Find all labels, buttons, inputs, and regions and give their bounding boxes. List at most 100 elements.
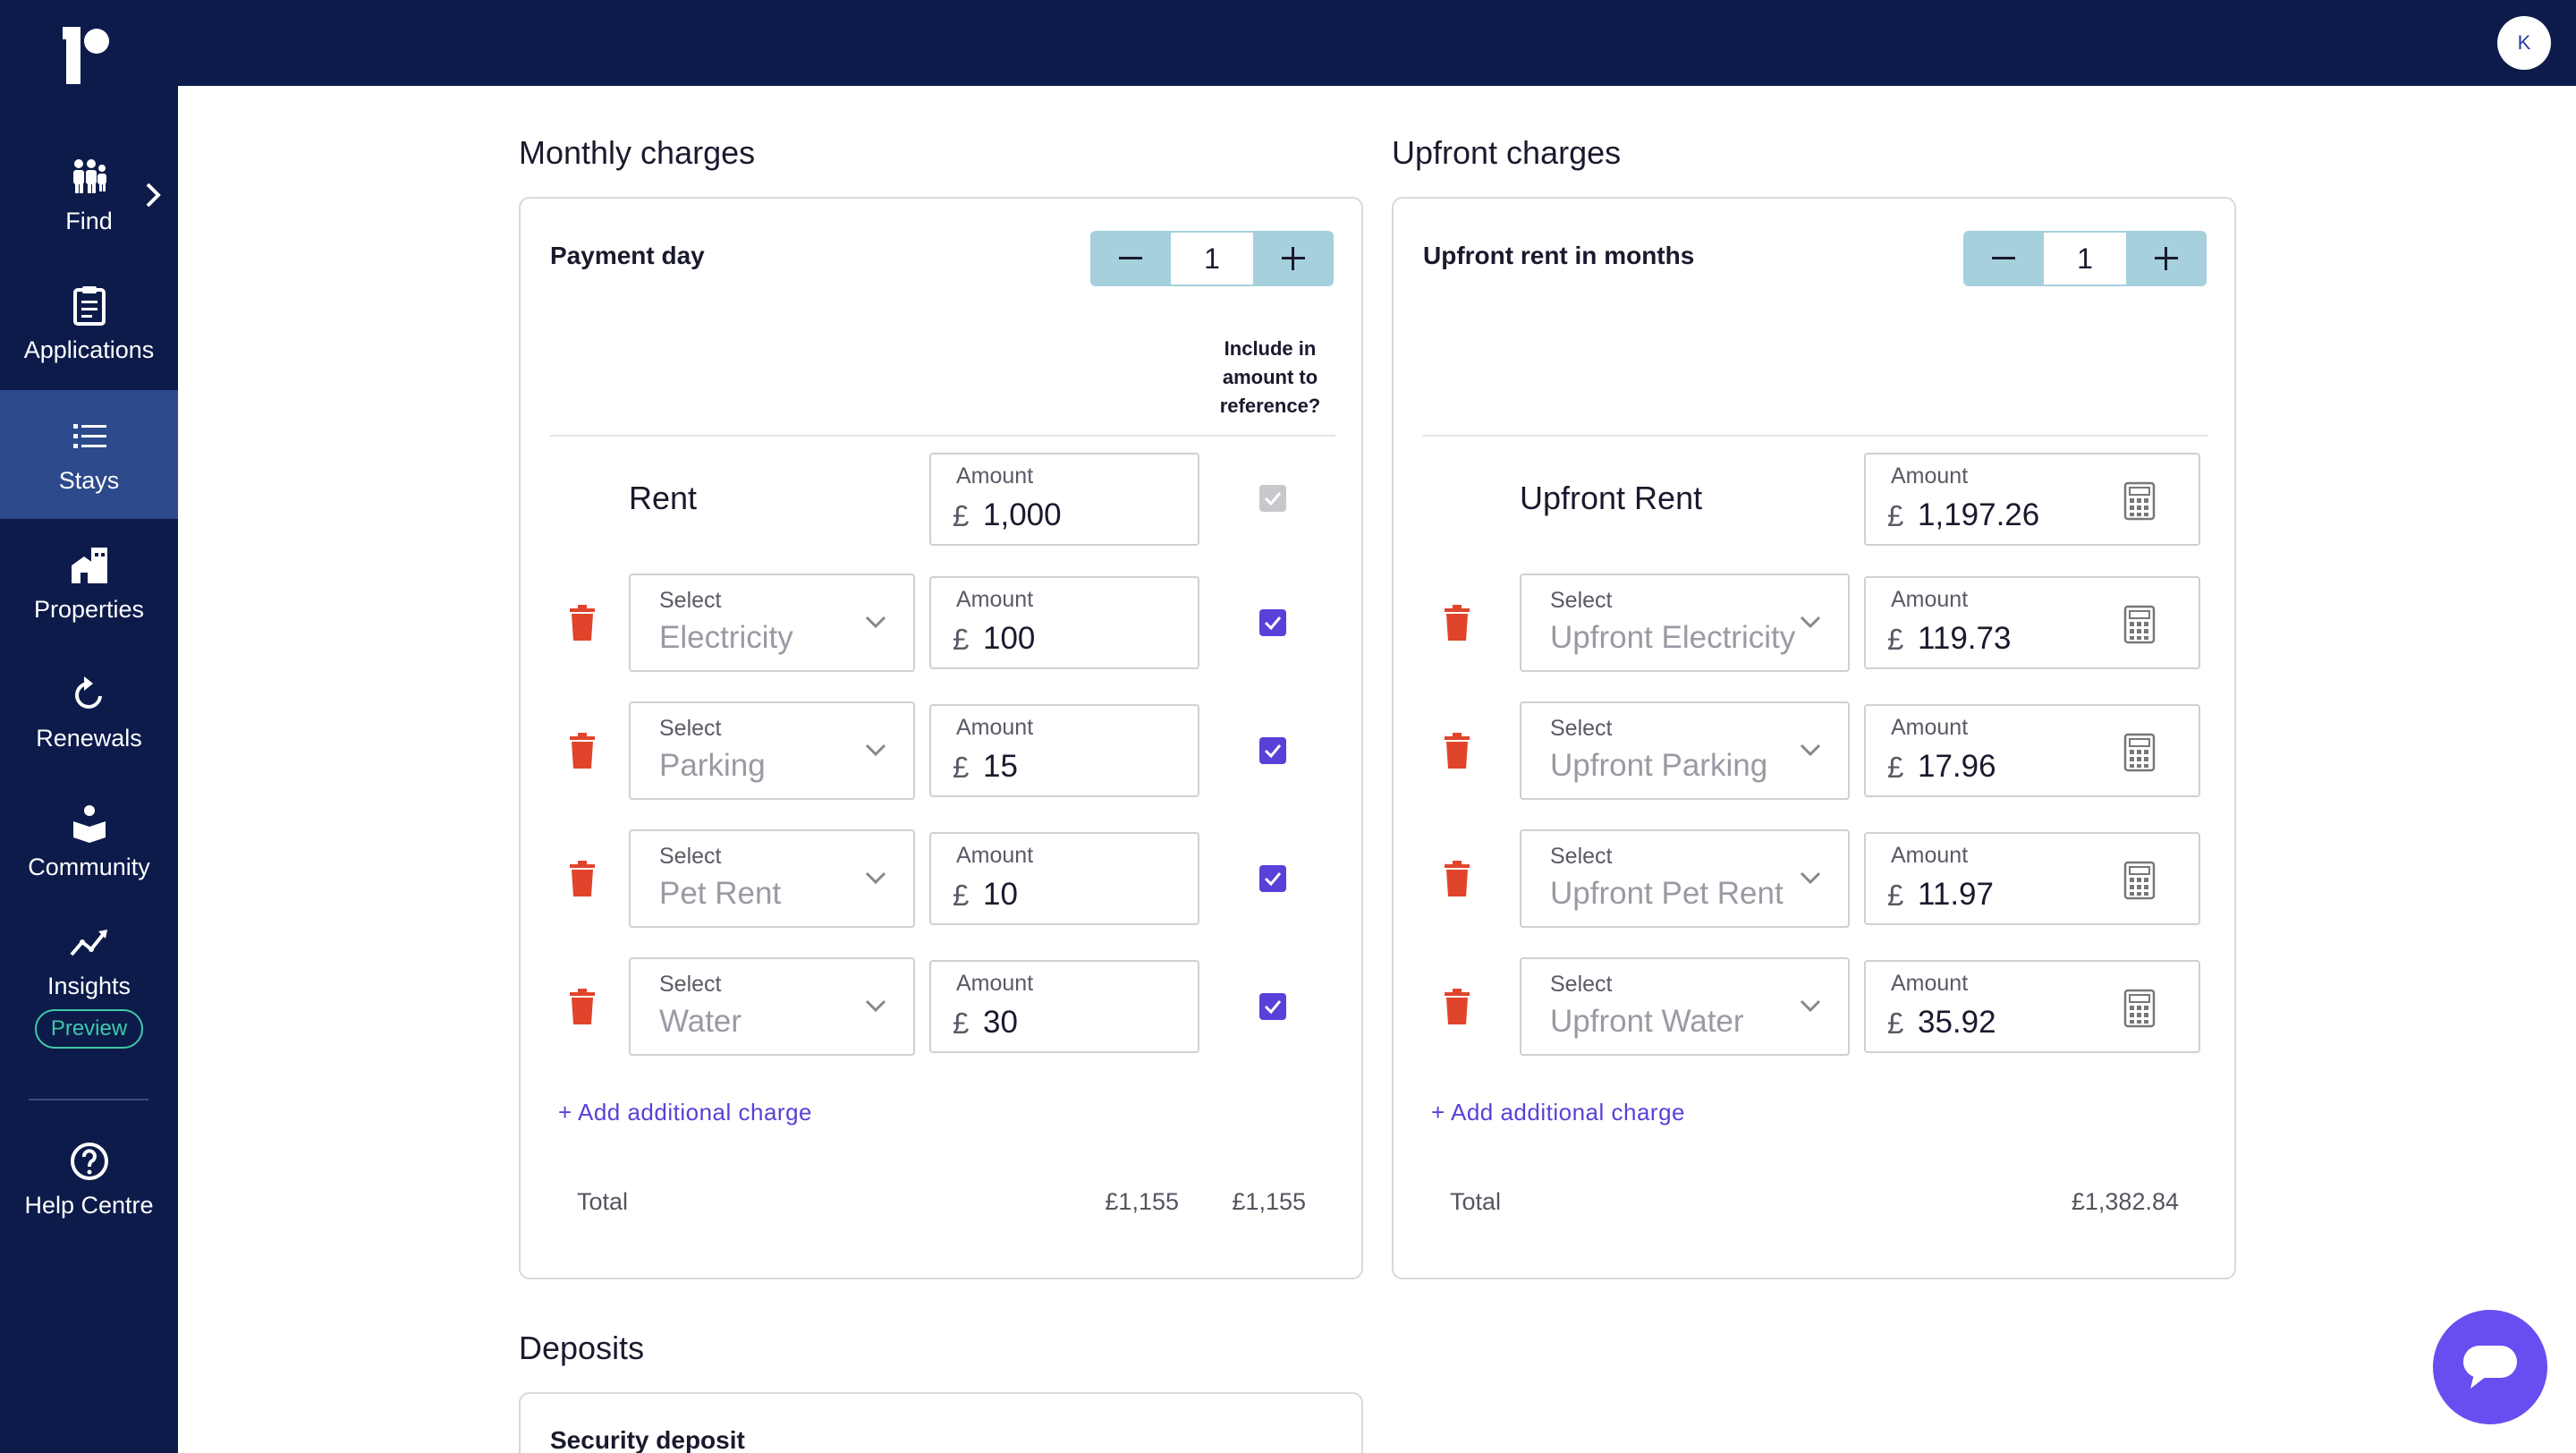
- upfront-rent-months-label: Upfront rent in months: [1423, 242, 1695, 269]
- add-additional-charge-link[interactable]: + Add additional charge: [558, 1099, 812, 1126]
- chevron-down-icon: [865, 743, 886, 757]
- charge-type-select[interactable]: Select Upfront Electricity: [1520, 574, 1850, 672]
- check-icon: [1264, 492, 1282, 506]
- select-label: Select: [1550, 972, 1613, 997]
- trash-icon[interactable]: [568, 605, 597, 641]
- trash-icon[interactable]: [1443, 989, 1471, 1024]
- amount-field[interactable]: Amount £ 15: [929, 704, 1199, 797]
- amount-value: 1,000: [983, 497, 1062, 532]
- sidebar-item-label: Find: [65, 207, 113, 234]
- amount-field[interactable]: Amount £ 10: [929, 832, 1199, 925]
- charge-type-select[interactable]: Select Pet Rent: [629, 829, 915, 928]
- charge-type-select[interactable]: Select Upfront Water: [1520, 957, 1850, 1056]
- amount-field[interactable]: Amount £ 17.96: [1864, 704, 2200, 797]
- list-icon: [72, 423, 106, 448]
- select-value: Upfront Parking: [1550, 748, 1768, 783]
- sidebar-item-stays[interactable]: Stays: [0, 390, 178, 519]
- trash-icon[interactable]: [568, 989, 597, 1024]
- chevron-right-icon[interactable]: [142, 179, 164, 211]
- top-bar: K: [0, 0, 2576, 86]
- sidebar-item-insights[interactable]: Insights Preview: [0, 904, 178, 1065]
- sidebar-item-label: Community: [28, 853, 150, 880]
- charge-type-select[interactable]: Select Parking: [629, 701, 915, 800]
- check-icon: [1264, 1000, 1282, 1015]
- include-checkbox[interactable]: [1259, 865, 1286, 892]
- amount-field[interactable]: Amount £ 11.97: [1864, 832, 2200, 925]
- chat-icon: [2463, 1346, 2517, 1389]
- select-label: Select: [659, 588, 722, 613]
- user-avatar[interactable]: K: [2497, 16, 2551, 70]
- divider: [1423, 435, 2208, 437]
- select-label: Select: [659, 716, 722, 741]
- calculator-icon[interactable]: [2123, 989, 2156, 1028]
- calculator-icon[interactable]: [2123, 733, 2156, 772]
- security-deposit-card: Security deposit: [519, 1392, 1363, 1453]
- amount-value: 30: [983, 1005, 1018, 1040]
- select-value: Upfront Electricity: [1550, 620, 1796, 655]
- decrement-button[interactable]: [1963, 231, 2044, 286]
- upfront-rent-months-value[interactable]: 1: [2044, 231, 2126, 286]
- calculator-icon[interactable]: [2123, 481, 2156, 521]
- amount-value: 35.92: [1918, 1005, 1996, 1040]
- upfront-charges-card: Upfront rent in months 1 Upfront Rent Am…: [1392, 197, 2236, 1279]
- select-value: Upfront Pet Rent: [1550, 876, 1784, 911]
- app-logo[interactable]: [63, 23, 116, 88]
- amount-label: Amount: [956, 715, 1034, 740]
- increment-button[interactable]: [2126, 231, 2207, 286]
- amount-field[interactable]: Amount £ 100: [929, 576, 1199, 669]
- add-additional-charge-link[interactable]: + Add additional charge: [1431, 1099, 1685, 1126]
- total-amount: £1,382.84: [2071, 1188, 2179, 1215]
- sidebar-item-renewals[interactable]: Renewals: [0, 648, 178, 777]
- charge-type-select[interactable]: Select Electricity: [629, 574, 915, 672]
- decrement-button[interactable]: [1090, 231, 1171, 286]
- amount-value: 11.97: [1918, 877, 1994, 912]
- amount-value: 100: [983, 621, 1036, 656]
- chevron-down-icon: [865, 616, 886, 629]
- select-value: Parking: [659, 748, 766, 783]
- increment-button[interactable]: [1253, 231, 1334, 286]
- rent-amount-field[interactable]: Amount £ 1,000: [929, 453, 1199, 546]
- include-checkbox[interactable]: [1259, 737, 1286, 764]
- upfront-charges-title: Upfront charges: [1392, 134, 1622, 171]
- security-deposit-label: Security deposit: [550, 1426, 745, 1453]
- charge-type-select[interactable]: Select Water: [629, 957, 915, 1056]
- sidebar-item-properties[interactable]: Properties: [0, 519, 178, 648]
- currency-symbol: £: [1887, 879, 1904, 912]
- amount-value: 1,197.26: [1918, 497, 2040, 532]
- chevron-down-icon: [1800, 999, 1821, 1013]
- sidebar-item-community[interactable]: Community: [0, 777, 178, 905]
- include-header-line: Include in: [1224, 337, 1317, 360]
- refresh-icon: [74, 676, 102, 709]
- include-checkbox[interactable]: [1259, 993, 1286, 1020]
- sidebar-item-help-centre[interactable]: Help Centre: [0, 1115, 178, 1244]
- trash-icon[interactable]: [1443, 605, 1471, 641]
- calculator-icon[interactable]: [2123, 861, 2156, 900]
- people-icon: [72, 158, 106, 193]
- upfront-rent-amount-field[interactable]: Amount £ 1,197.26: [1864, 453, 2200, 546]
- chevron-down-icon: [1800, 616, 1821, 629]
- calculator-icon[interactable]: [2123, 605, 2156, 644]
- sidebar-item-applications[interactable]: Applications: [0, 259, 178, 388]
- include-checkbox[interactable]: [1259, 609, 1286, 636]
- payment-day-stepper: 1: [1090, 231, 1334, 286]
- trash-icon[interactable]: [568, 733, 597, 769]
- plus-icon: [2155, 247, 2178, 270]
- total-amount: £1,155: [1105, 1188, 1179, 1215]
- amount-field[interactable]: Amount £ 119.73: [1864, 576, 2200, 669]
- trash-icon[interactable]: [568, 861, 597, 896]
- chat-button[interactable]: [2433, 1310, 2547, 1424]
- currency-symbol: £: [1887, 499, 1904, 532]
- payment-day-value[interactable]: 1: [1171, 231, 1253, 286]
- select-label: Select: [1550, 844, 1613, 869]
- trash-icon[interactable]: [1443, 733, 1471, 769]
- select-label: Select: [1550, 716, 1613, 741]
- charge-type-select[interactable]: Select Upfront Parking: [1520, 701, 1850, 800]
- sidebar-item-find[interactable]: Find: [0, 131, 178, 259]
- trash-icon[interactable]: [1443, 861, 1471, 896]
- amount-field[interactable]: Amount £ 35.92: [1864, 960, 2200, 1053]
- help-icon: [70, 1142, 108, 1180]
- charge-type-select[interactable]: Select Upfront Pet Rent: [1520, 829, 1850, 928]
- amount-field[interactable]: Amount £ 30: [929, 960, 1199, 1053]
- select-label: Select: [1550, 588, 1613, 613]
- amount-value: 15: [983, 749, 1018, 784]
